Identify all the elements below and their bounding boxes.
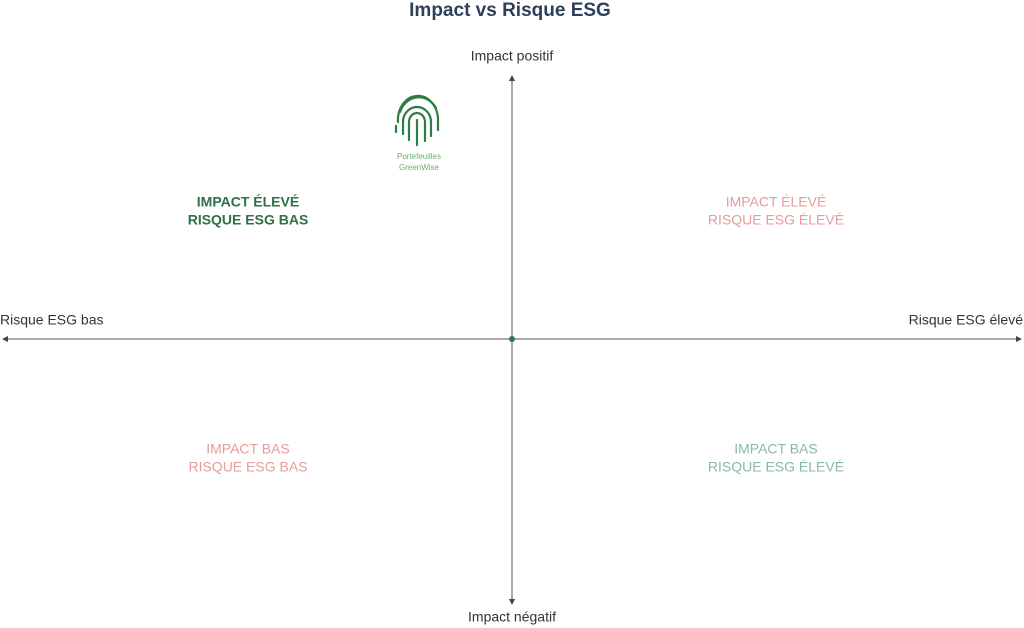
logo-text: Portefeuilles — [397, 152, 441, 161]
quadrant-label: RISQUE ESG BAS — [188, 212, 309, 228]
quadrant-label: IMPACT BAS — [206, 441, 290, 457]
quadrant-label: IMPACT ÉLEVÉ — [197, 194, 299, 210]
quadrant-label: IMPACT BAS — [734, 441, 818, 457]
logo-text: GreenWise — [399, 163, 440, 172]
origin-dot — [509, 336, 515, 342]
axis-label-right: Risque ESG élevé — [909, 312, 1024, 328]
quadrant-label: RISQUE ESG ÉLEVÉ — [708, 212, 844, 228]
axis-label-top: Impact positif — [471, 48, 554, 64]
quadrant-label: IMPACT ÉLEVÉ — [726, 194, 827, 210]
axis-label-left: Risque ESG bas — [0, 312, 104, 328]
quadrant-label: RISQUE ESG BAS — [188, 459, 307, 475]
title: Impact vs Risque ESG — [409, 0, 611, 21]
logo-icon — [394, 94, 440, 147]
quadrant-label: RISQUE ESG ÉLEVÉ — [708, 459, 844, 475]
axis-label-bottom: Impact négatif — [468, 609, 556, 625]
